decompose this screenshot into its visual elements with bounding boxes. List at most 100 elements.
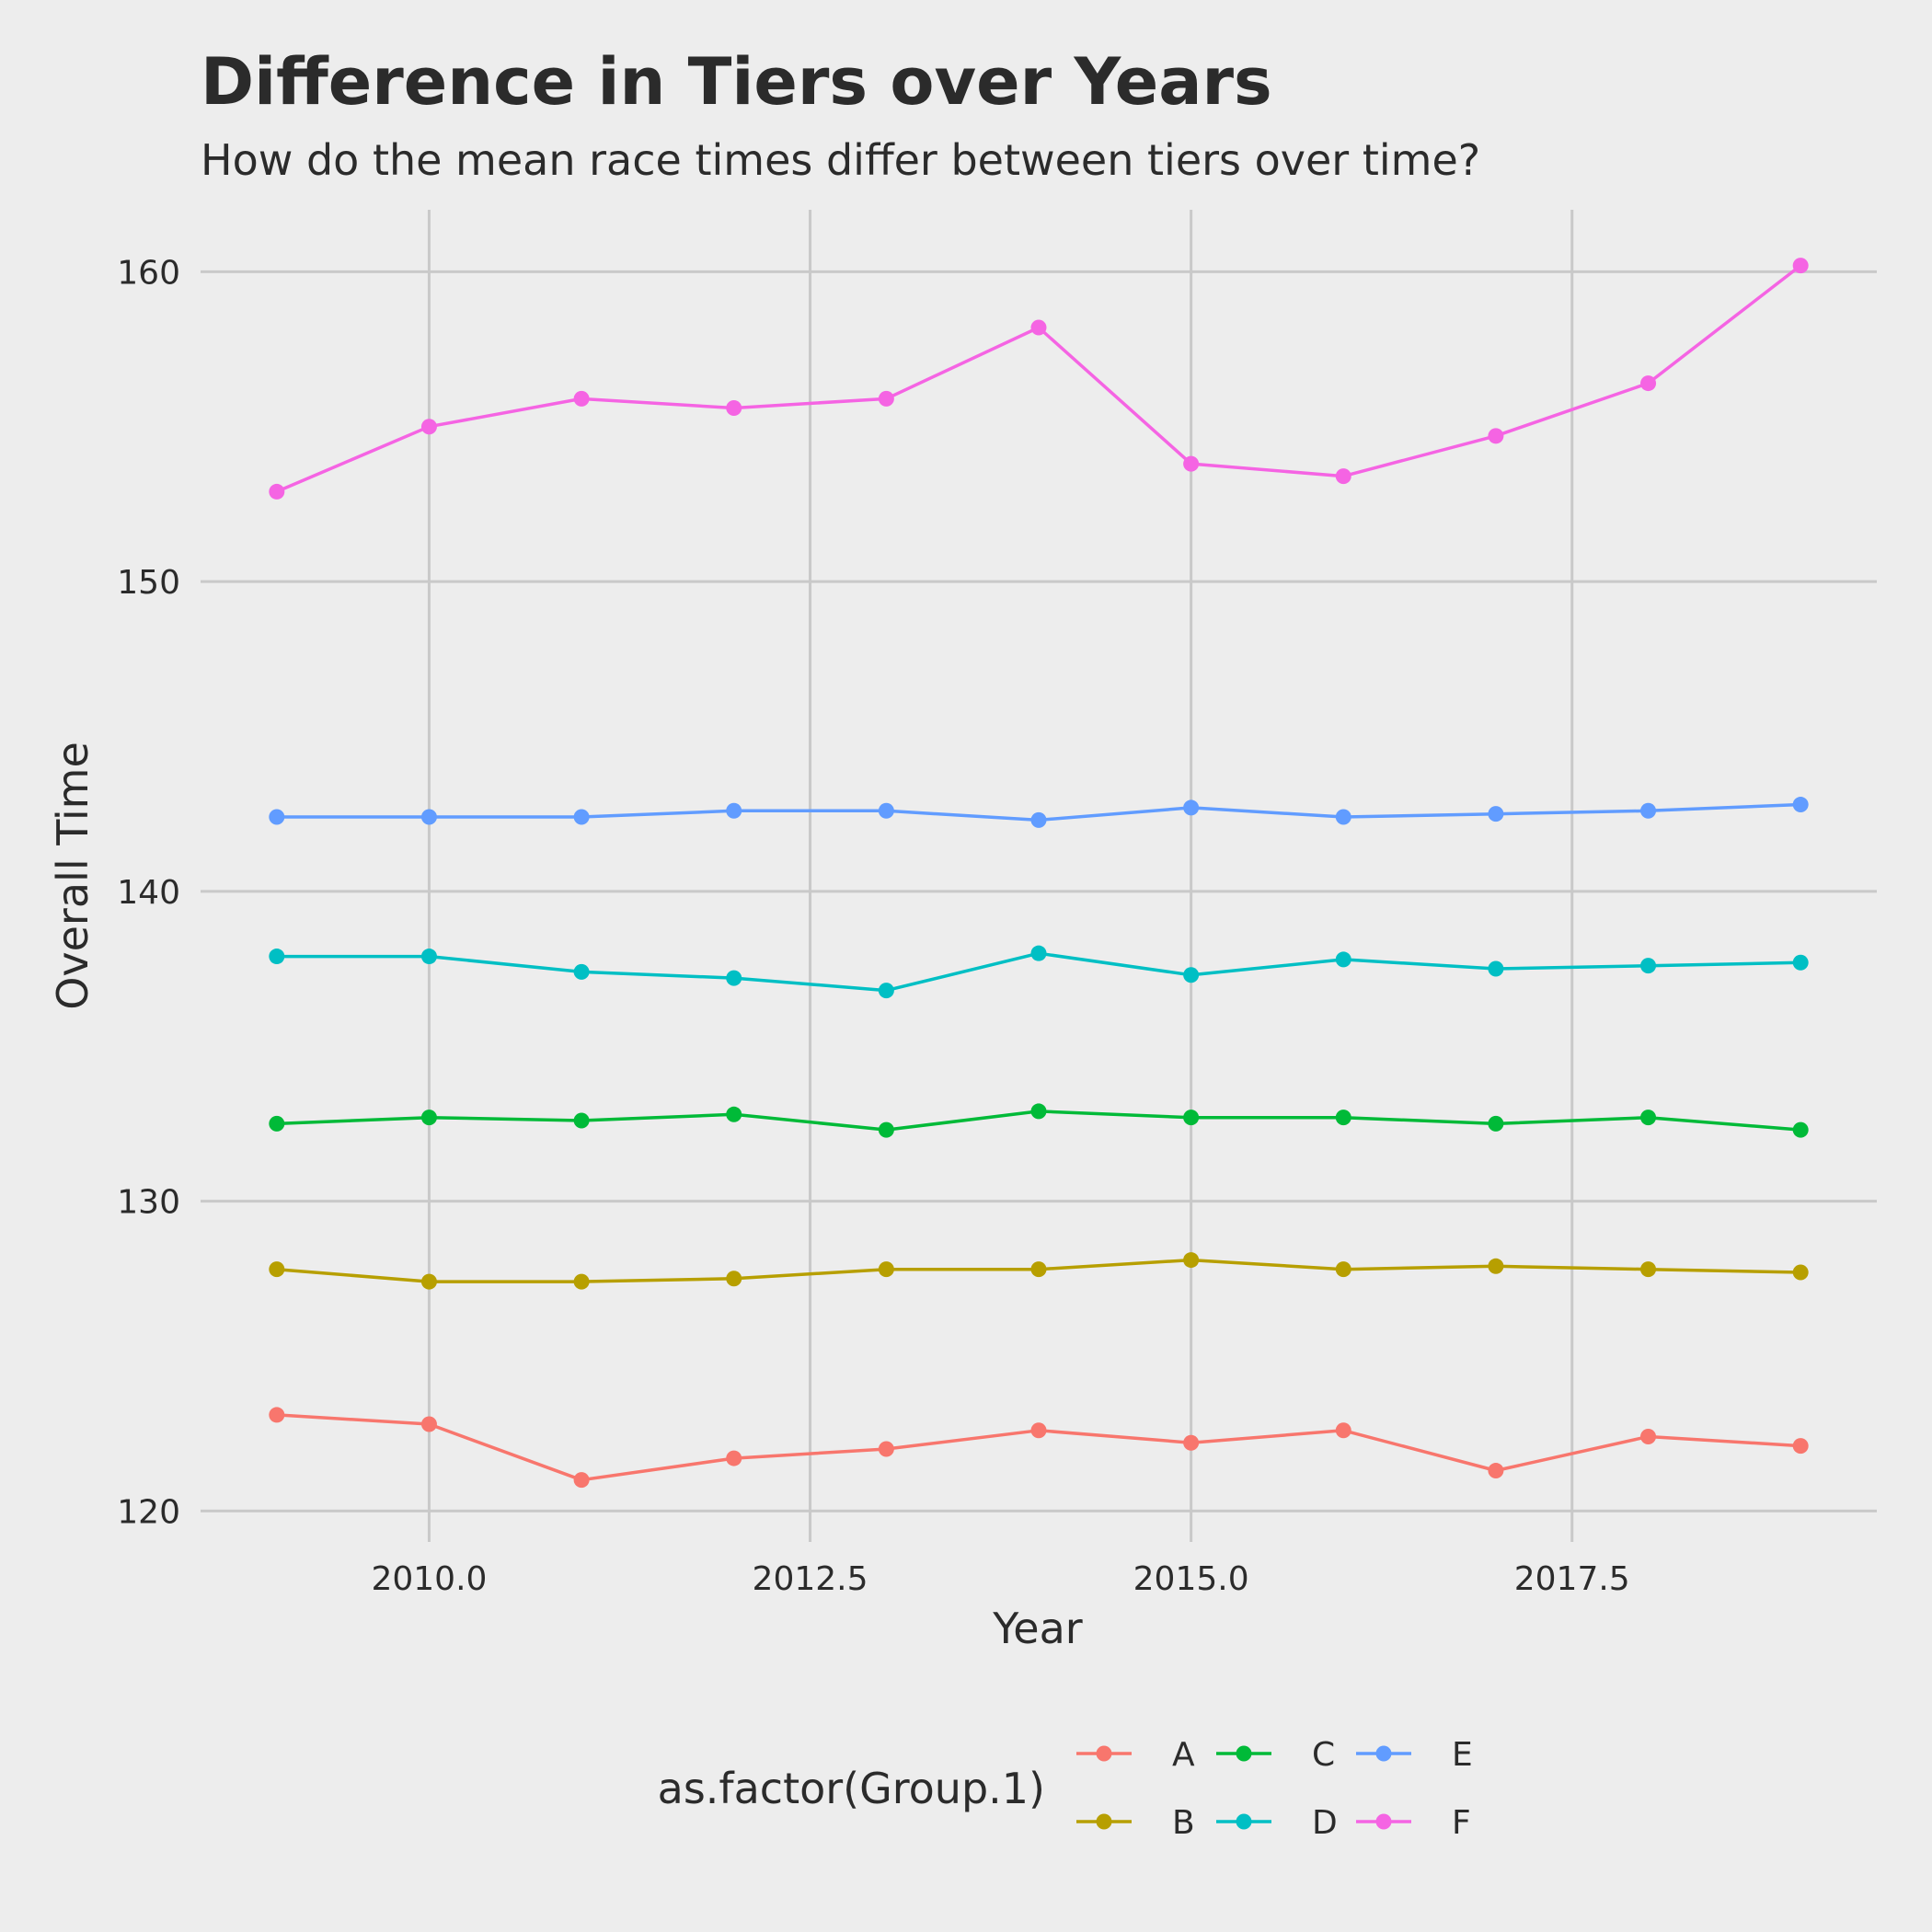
data-point-B (1030, 1261, 1047, 1278)
legend-key-point (1096, 1745, 1112, 1762)
series-E (269, 797, 1809, 828)
series-C (269, 1103, 1809, 1138)
data-point-C (573, 1112, 590, 1129)
legend-item-E: E (1356, 1736, 1473, 1774)
data-point-E (1335, 809, 1351, 825)
data-point-D (573, 963, 590, 980)
chart-title: Difference in Tiers over Years (201, 44, 1272, 120)
data-point-F (726, 400, 742, 417)
data-point-C (726, 1106, 742, 1122)
data-point-F (1488, 428, 1504, 444)
gridlines (201, 210, 1877, 1542)
data-point-B (1640, 1261, 1657, 1278)
data-point-B (1183, 1252, 1200, 1269)
data-point-B (1488, 1258, 1504, 1274)
data-point-B (1335, 1261, 1351, 1278)
legend-item-C: C (1216, 1736, 1335, 1774)
data-point-C (269, 1115, 285, 1132)
data-point-F (573, 390, 590, 407)
legend-item-A: A (1076, 1736, 1195, 1774)
data-point-F (1183, 455, 1200, 472)
data-point-C (1335, 1110, 1351, 1126)
data-point-A (1335, 1422, 1351, 1439)
data-point-C (420, 1110, 437, 1126)
data-point-C (1488, 1115, 1504, 1132)
data-point-A (1792, 1438, 1809, 1455)
x-tick-label: 2015.0 (1133, 1560, 1249, 1598)
data-point-E (726, 802, 742, 819)
data-point-A (573, 1472, 590, 1489)
data-point-C (1792, 1121, 1809, 1138)
legend-label: D (1312, 1804, 1338, 1842)
x-tick-label: 2012.5 (753, 1560, 868, 1598)
y-tick-label: 150 (117, 564, 180, 602)
legend: AB CD EF (1076, 1736, 1473, 1842)
y-tick-label: 120 (117, 1493, 180, 1531)
data-point-D (726, 970, 742, 986)
data-point-F (420, 419, 437, 435)
legend-key-point (1375, 1813, 1392, 1830)
legend-title: as.factor(Group.1) (658, 1764, 1045, 1813)
legend-label: B (1172, 1804, 1195, 1842)
chart-subtitle: How do the mean race times differ betwee… (201, 135, 1480, 185)
legend-key-point (1096, 1813, 1112, 1830)
legend-item-F: F (1356, 1804, 1471, 1842)
data-point-A (1183, 1434, 1200, 1451)
series-F (269, 258, 1809, 500)
data-point-B (420, 1273, 437, 1290)
legend-label: F (1452, 1804, 1471, 1842)
y-axis-title: Overall Time (48, 742, 98, 1010)
data-point-E (1488, 806, 1504, 822)
data-point-B (1792, 1264, 1809, 1281)
data-point-F (1030, 319, 1047, 336)
legend-item-D: D (1216, 1804, 1338, 1842)
data-point-B (269, 1261, 285, 1278)
x-tick-label: 2010.0 (371, 1560, 487, 1598)
series-B (269, 1252, 1809, 1290)
x-tick-label: 2017.5 (1514, 1560, 1630, 1598)
data-point-A (1030, 1422, 1047, 1439)
data-point-F (878, 390, 894, 407)
data-point-B (573, 1273, 590, 1290)
y-axis-ticks: 120 130 140 150 160 (117, 254, 180, 1531)
series-A (269, 1407, 1809, 1489)
legend-key-point (1236, 1745, 1252, 1762)
legend-key-point (1236, 1813, 1252, 1830)
data-point-D (1030, 945, 1047, 961)
data-point-B (726, 1271, 742, 1287)
legend-key-point (1375, 1745, 1392, 1762)
data-point-F (1792, 258, 1809, 274)
data-point-B (878, 1261, 894, 1278)
y-tick-label: 130 (117, 1184, 180, 1222)
legend-label: C (1312, 1736, 1335, 1774)
data-point-A (1488, 1463, 1504, 1479)
data-point-E (1030, 811, 1047, 828)
data-point-F (1640, 375, 1657, 392)
data-point-A (878, 1441, 894, 1457)
data-point-D (1183, 967, 1200, 983)
data-point-D (269, 949, 285, 965)
y-tick-label: 160 (117, 254, 180, 292)
data-point-E (573, 809, 590, 825)
data-point-E (420, 809, 437, 825)
data-point-D (420, 949, 437, 965)
data-point-E (1792, 797, 1809, 813)
series-D (269, 945, 1809, 999)
data-point-F (1335, 468, 1351, 485)
series-lines (269, 258, 1809, 1489)
data-point-D (1335, 951, 1351, 968)
data-point-D (878, 983, 894, 999)
data-point-F (269, 483, 285, 500)
data-point-E (1183, 799, 1200, 816)
y-tick-label: 140 (117, 874, 180, 912)
x-axis-ticks: 2010.0 2012.5 2015.0 2017.5 (371, 1560, 1629, 1598)
data-point-A (420, 1416, 437, 1432)
x-axis-title: Year (992, 1604, 1082, 1653)
data-point-E (878, 802, 894, 819)
data-point-C (1183, 1110, 1200, 1126)
data-point-A (1640, 1429, 1657, 1445)
legend-label: A (1172, 1736, 1195, 1774)
legend-label: E (1452, 1736, 1473, 1774)
data-point-C (878, 1121, 894, 1138)
